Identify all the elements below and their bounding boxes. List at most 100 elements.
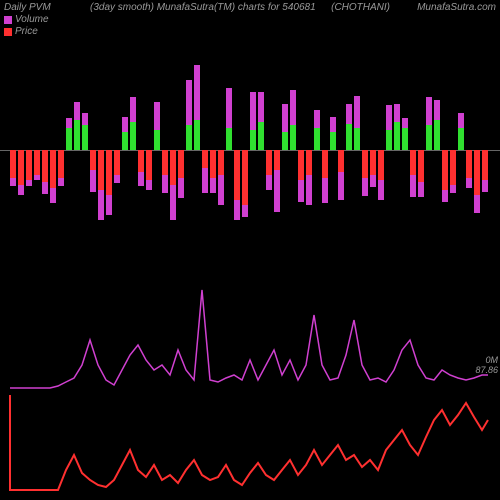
pvm-price-bar bbox=[34, 150, 40, 175]
pvm-volume-bar bbox=[218, 175, 224, 205]
pvm-price-bar bbox=[234, 150, 240, 200]
pvm-volume-bar bbox=[322, 178, 328, 203]
pvm-price-bar bbox=[330, 132, 336, 150]
pvm-volume-bar bbox=[58, 178, 64, 186]
legend-volume-label: Volume bbox=[15, 14, 49, 25]
pvm-volume-bar bbox=[202, 168, 208, 193]
pvm-price-bar bbox=[466, 150, 472, 178]
pvm-price-bar bbox=[474, 150, 480, 195]
price-chart bbox=[10, 395, 490, 490]
pvm-price-bar bbox=[18, 150, 24, 185]
pvm-price-bar bbox=[418, 150, 424, 182]
pvm-price-bar bbox=[346, 124, 352, 150]
pvm-volume-bar bbox=[394, 104, 400, 122]
pvm-price-bar bbox=[218, 150, 224, 175]
pvm-volume-bar bbox=[66, 118, 72, 128]
pvm-price-bar bbox=[258, 122, 264, 150]
pvm-price-bar bbox=[394, 122, 400, 150]
chart-ticker: (CHOTHANI) bbox=[331, 2, 390, 13]
price-axis-label: 87.86 bbox=[475, 365, 498, 375]
pvm-volume-bar bbox=[26, 180, 32, 186]
pvm-price-bar bbox=[306, 150, 312, 175]
pvm-price-bar bbox=[250, 130, 256, 150]
legend-price-label: Price bbox=[15, 26, 38, 37]
pvm-price-bar bbox=[178, 150, 184, 178]
volume-line bbox=[10, 270, 490, 390]
pvm-price-bar bbox=[378, 150, 384, 180]
pvm-price-bar bbox=[298, 150, 304, 180]
pvm-volume-bar bbox=[42, 182, 48, 194]
pvm-volume-bar bbox=[162, 175, 168, 193]
pvm-volume-bar bbox=[234, 200, 240, 220]
pvm-price-bar bbox=[26, 150, 32, 180]
pvm-price-bar bbox=[194, 120, 200, 150]
pvm-price-bar bbox=[130, 122, 136, 150]
pvm-volume-bar bbox=[298, 180, 304, 202]
pvm-price-bar bbox=[386, 130, 392, 150]
pvm-volume-bar bbox=[450, 185, 456, 193]
pvm-price-bar bbox=[170, 150, 176, 185]
pvm-price-bar bbox=[106, 150, 112, 195]
pvm-price-bar bbox=[146, 150, 152, 180]
pvm-volume-bar bbox=[354, 96, 360, 128]
pvm-price-bar bbox=[362, 150, 368, 178]
pvm-volume-bar bbox=[378, 180, 384, 200]
pvm-volume-bar bbox=[410, 175, 416, 197]
pvm-volume-bar bbox=[258, 92, 264, 122]
pvm-volume-bar bbox=[250, 92, 256, 130]
pvm-volume-bar bbox=[178, 178, 184, 198]
chart-watermark: MunafaSutra.com bbox=[417, 2, 496, 13]
pvm-price-bar bbox=[154, 130, 160, 150]
pvm-volume-bar bbox=[434, 100, 440, 120]
pvm-price-bar bbox=[458, 128, 464, 150]
pvm-price-bar bbox=[210, 150, 216, 178]
pvm-volume-bar bbox=[306, 175, 312, 205]
pvm-volume-bar bbox=[370, 175, 376, 187]
pvm-price-bar bbox=[402, 128, 408, 150]
pvm-volume-bar bbox=[138, 172, 144, 186]
pvm-volume-bar bbox=[194, 65, 200, 120]
pvm-price-bar bbox=[90, 150, 96, 170]
pvm-price-bar bbox=[66, 128, 72, 150]
pvm-volume-bar bbox=[290, 90, 296, 125]
chart-header: Daily PVM (3day smooth) MunafaSutra(TM) … bbox=[0, 0, 500, 30]
pvm-price-bar bbox=[354, 128, 360, 150]
pvm-volume-bar bbox=[82, 113, 88, 125]
pvm-price-bar bbox=[442, 150, 448, 190]
volume-chart bbox=[10, 270, 490, 390]
pvm-volume-bar bbox=[90, 170, 96, 192]
pvm-volume-bar bbox=[98, 190, 104, 220]
pvm-volume-bar bbox=[34, 175, 40, 180]
pvm-price-bar bbox=[338, 150, 344, 172]
pvm-volume-bar bbox=[106, 195, 112, 215]
pvm-price-bar bbox=[10, 150, 16, 178]
pvm-price-bar bbox=[290, 125, 296, 150]
pvm-price-bar bbox=[42, 150, 48, 182]
pvm-volume-bar bbox=[74, 102, 80, 120]
pvm-price-bar bbox=[74, 120, 80, 150]
chart-legend: Volume Price bbox=[4, 14, 49, 38]
pvm-chart bbox=[10, 60, 490, 240]
pvm-volume-bar bbox=[338, 172, 344, 200]
pvm-price-bar bbox=[370, 150, 376, 175]
pvm-price-bar bbox=[282, 132, 288, 150]
pvm-price-bar bbox=[186, 125, 192, 150]
pvm-volume-bar bbox=[10, 178, 16, 186]
pvm-price-bar bbox=[482, 150, 488, 180]
pvm-volume-bar bbox=[466, 178, 472, 188]
pvm-volume-bar bbox=[330, 117, 336, 132]
pvm-volume-bar bbox=[482, 180, 488, 192]
pvm-volume-bar bbox=[122, 117, 128, 132]
pvm-price-bar bbox=[122, 132, 128, 150]
pvm-volume-bar bbox=[154, 102, 160, 130]
pvm-volume-bar bbox=[50, 188, 56, 203]
pvm-volume-bar bbox=[474, 195, 480, 213]
price-line bbox=[10, 395, 490, 490]
pvm-volume-bar bbox=[186, 80, 192, 125]
legend-volume: Volume bbox=[4, 14, 49, 25]
volume-swatch bbox=[4, 16, 12, 24]
pvm-volume-bar bbox=[282, 104, 288, 132]
pvm-volume-bar bbox=[418, 182, 424, 197]
pvm-volume-bar bbox=[114, 175, 120, 183]
pvm-price-bar bbox=[274, 150, 280, 170]
